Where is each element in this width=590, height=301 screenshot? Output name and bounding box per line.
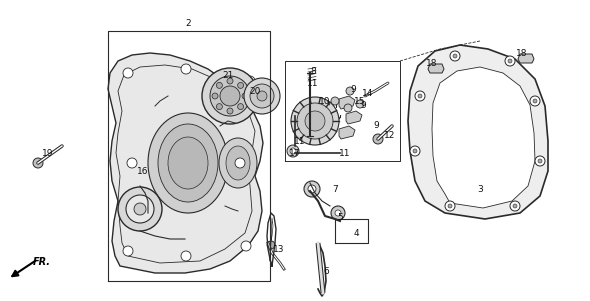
- Circle shape: [250, 84, 274, 108]
- Text: 16: 16: [137, 166, 149, 175]
- Polygon shape: [108, 53, 263, 273]
- Circle shape: [181, 251, 191, 261]
- Ellipse shape: [148, 113, 228, 213]
- Circle shape: [450, 51, 460, 61]
- Circle shape: [445, 201, 455, 211]
- Circle shape: [287, 145, 299, 157]
- Circle shape: [127, 158, 137, 168]
- Text: 14: 14: [362, 89, 373, 98]
- Text: 10: 10: [319, 97, 331, 105]
- Text: 18: 18: [426, 58, 438, 67]
- Circle shape: [202, 68, 258, 124]
- Text: 11: 11: [307, 79, 319, 88]
- Circle shape: [453, 54, 457, 58]
- Polygon shape: [408, 45, 548, 219]
- Circle shape: [220, 86, 240, 106]
- Polygon shape: [339, 96, 355, 109]
- Text: 9: 9: [360, 101, 366, 110]
- Circle shape: [118, 187, 162, 231]
- Circle shape: [33, 158, 43, 168]
- Text: 9: 9: [350, 85, 356, 94]
- Circle shape: [123, 68, 133, 78]
- Text: 4: 4: [353, 228, 359, 237]
- Circle shape: [331, 206, 345, 220]
- Ellipse shape: [168, 137, 208, 189]
- Polygon shape: [339, 115, 341, 119]
- Ellipse shape: [226, 146, 250, 180]
- Circle shape: [245, 76, 255, 86]
- Circle shape: [210, 76, 250, 116]
- Circle shape: [235, 158, 245, 168]
- Circle shape: [304, 181, 320, 197]
- Circle shape: [410, 146, 420, 156]
- Text: 17: 17: [289, 148, 301, 157]
- Circle shape: [505, 56, 515, 66]
- Circle shape: [508, 59, 512, 63]
- Circle shape: [510, 201, 520, 211]
- Polygon shape: [339, 126, 355, 139]
- Polygon shape: [428, 64, 444, 73]
- Circle shape: [217, 82, 222, 88]
- Text: 11: 11: [339, 148, 350, 157]
- Text: 5: 5: [337, 213, 343, 222]
- Circle shape: [257, 91, 267, 101]
- Text: 7: 7: [332, 185, 338, 194]
- Circle shape: [305, 111, 325, 131]
- Text: 21: 21: [222, 70, 234, 79]
- Circle shape: [415, 91, 425, 101]
- Text: 13: 13: [273, 244, 285, 253]
- Polygon shape: [518, 54, 534, 63]
- Text: 6: 6: [323, 266, 329, 275]
- Circle shape: [238, 82, 244, 88]
- Polygon shape: [328, 101, 329, 105]
- Circle shape: [291, 97, 339, 145]
- Circle shape: [241, 241, 251, 251]
- Circle shape: [308, 185, 316, 193]
- Circle shape: [344, 104, 352, 112]
- Circle shape: [227, 108, 233, 114]
- Circle shape: [418, 94, 422, 98]
- Circle shape: [238, 104, 244, 110]
- Circle shape: [530, 96, 540, 106]
- Circle shape: [126, 195, 154, 223]
- Circle shape: [244, 78, 280, 114]
- Ellipse shape: [219, 138, 257, 188]
- Text: 18: 18: [516, 48, 527, 57]
- Circle shape: [181, 64, 191, 74]
- Circle shape: [513, 204, 517, 208]
- Text: 12: 12: [384, 132, 396, 141]
- Text: 19: 19: [42, 148, 54, 157]
- Circle shape: [227, 78, 233, 84]
- Polygon shape: [432, 67, 535, 208]
- Circle shape: [535, 156, 545, 166]
- Circle shape: [297, 103, 333, 139]
- Text: 20: 20: [250, 86, 261, 95]
- Circle shape: [267, 241, 275, 249]
- Circle shape: [538, 159, 542, 163]
- Circle shape: [134, 203, 146, 215]
- Text: 2: 2: [185, 18, 191, 27]
- Circle shape: [290, 148, 296, 154]
- Circle shape: [331, 97, 339, 105]
- Circle shape: [212, 93, 218, 99]
- Text: 9: 9: [373, 122, 379, 131]
- Circle shape: [123, 246, 133, 256]
- Ellipse shape: [158, 124, 218, 202]
- Circle shape: [533, 99, 537, 103]
- Circle shape: [373, 134, 383, 144]
- Text: FR.: FR.: [33, 257, 51, 267]
- Text: 15: 15: [354, 97, 366, 105]
- Text: 8: 8: [310, 67, 316, 76]
- Polygon shape: [346, 111, 362, 124]
- Circle shape: [346, 87, 354, 95]
- Circle shape: [356, 100, 364, 108]
- Circle shape: [217, 104, 222, 110]
- Circle shape: [335, 210, 341, 216]
- Circle shape: [448, 204, 452, 208]
- Circle shape: [242, 93, 248, 99]
- Text: 3: 3: [477, 185, 483, 194]
- Text: 11: 11: [294, 136, 306, 145]
- Circle shape: [413, 149, 417, 153]
